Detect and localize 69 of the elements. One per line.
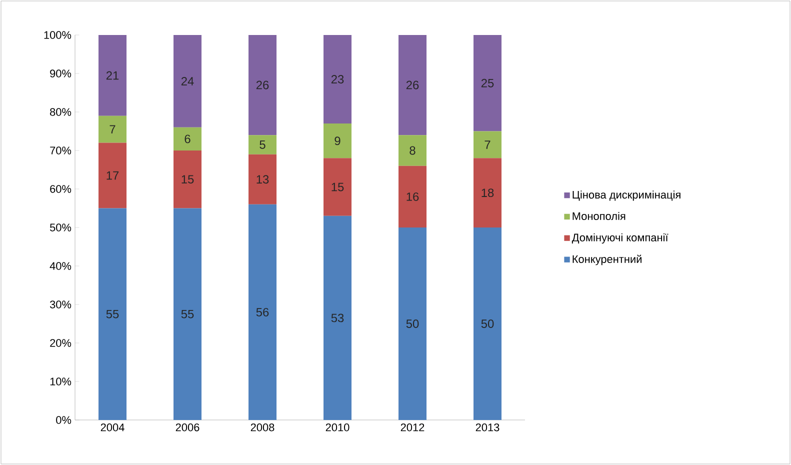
- data-label: 56: [256, 308, 269, 316]
- bar: [474, 34, 502, 132]
- bar: [248, 204, 277, 420]
- data-label: 7: [110, 125, 116, 134]
- data-label: 9: [334, 136, 340, 146]
- bar: [248, 135, 277, 154]
- data-label: 15: [182, 175, 194, 184]
- bar: [474, 227, 502, 420]
- legend-label: Монополія: [572, 212, 626, 220]
- y-tick-label: 0%: [56, 416, 72, 424]
- bar: [98, 116, 127, 143]
- bar: [174, 34, 202, 128]
- legend-label: Конкурентний: [572, 254, 642, 266]
- y-tick-label: 60%: [50, 185, 72, 193]
- bar: [398, 135, 427, 166]
- bar: [98, 142, 127, 208]
- bar: [248, 154, 277, 204]
- data-label: 50: [481, 320, 494, 328]
- data-label: 25: [481, 78, 494, 88]
- x-tick-label: 2010: [326, 424, 350, 432]
- y-tick-label: 80%: [50, 108, 72, 116]
- bar: [398, 227, 427, 420]
- bar: [324, 34, 352, 124]
- y-tick-label: 100%: [44, 31, 72, 39]
- data-label: 23: [331, 75, 344, 84]
- bar: [174, 127, 202, 150]
- data-label: 26: [406, 80, 419, 90]
- legend-label: Цінова дискримінація: [572, 190, 680, 201]
- y-tick-label: 30%: [50, 300, 72, 308]
- bar: [174, 208, 202, 420]
- data-label: 16: [406, 192, 419, 201]
- bar: [398, 166, 427, 228]
- x-tick-label: 2006: [176, 424, 200, 432]
- data-label: 7: [484, 140, 490, 149]
- data-label: 55: [181, 310, 194, 318]
- bar: [98, 34, 127, 116]
- data-label: 6: [184, 134, 190, 144]
- data-label: 13: [256, 175, 269, 184]
- y-tick-label: 40%: [50, 262, 72, 270]
- bar: [98, 208, 127, 420]
- x-tick-label: 2012: [400, 424, 424, 432]
- x-tick-label: 2008: [250, 424, 274, 432]
- x-tick-label: 2004: [100, 424, 124, 432]
- data-label: 53: [331, 314, 344, 322]
- x-tick-label: 2013: [476, 424, 500, 432]
- bar: [248, 34, 277, 136]
- bar: [474, 131, 502, 158]
- data-label: 50: [406, 320, 419, 328]
- data-label: 5: [260, 140, 266, 149]
- data-label: 17: [106, 171, 119, 180]
- data-label: 55: [106, 310, 119, 318]
- y-tick-label: 20%: [50, 339, 72, 347]
- data-label: 8: [410, 146, 416, 155]
- bar: [474, 158, 502, 228]
- y-tick-label: 90%: [50, 70, 72, 78]
- data-label: 18: [482, 188, 494, 198]
- y-tick-label: 50%: [50, 224, 72, 232]
- data-label: 15: [332, 182, 344, 192]
- bar: [398, 34, 427, 136]
- data-label: 26: [256, 80, 269, 90]
- data-label: 24: [181, 77, 194, 86]
- legend-label: Домінуючі компанії: [572, 233, 668, 244]
- bar: [174, 150, 202, 208]
- y-tick-label: 10%: [50, 378, 72, 386]
- bar: [324, 124, 352, 158]
- bar: [324, 158, 352, 216]
- y-tick-label: 70%: [50, 146, 72, 154]
- data-label: 21: [106, 71, 119, 80]
- bar: [324, 216, 352, 420]
